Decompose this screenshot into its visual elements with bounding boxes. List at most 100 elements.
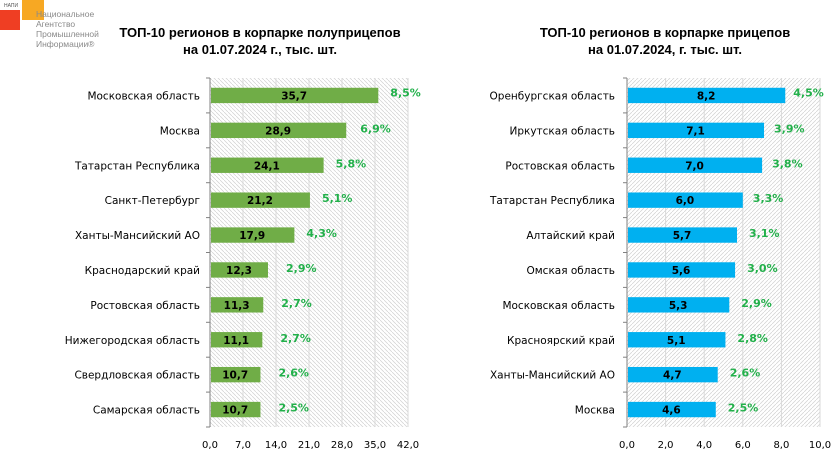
bar bbox=[211, 87, 379, 104]
category-label: Оренбургская область bbox=[490, 90, 615, 102]
category-label: Москва bbox=[160, 125, 200, 137]
x-tick-label: 14,0 bbox=[265, 440, 287, 451]
bar bbox=[628, 157, 763, 173]
value-label: 28,9 bbox=[265, 125, 291, 137]
share-label: 3,3% bbox=[753, 192, 784, 205]
bar bbox=[211, 401, 261, 418]
category-label: Московская область bbox=[502, 300, 615, 312]
trailers-chart-title: ТОП-10 регионов в корпарке прицепов на 0… bbox=[515, 24, 815, 58]
category-label: Красноярский край bbox=[507, 335, 615, 347]
share-label: 5,1% bbox=[322, 192, 353, 205]
bar bbox=[628, 262, 736, 278]
share-label: 2,9% bbox=[741, 297, 772, 310]
value-label: 17,9 bbox=[239, 230, 265, 242]
x-tick-label: 0,0 bbox=[202, 440, 218, 451]
bar bbox=[211, 332, 263, 348]
value-label: 24,1 bbox=[254, 160, 280, 172]
x-tick-label: 8,0 bbox=[773, 440, 789, 451]
category-label: Нижегородская область bbox=[65, 335, 200, 347]
category-label: Свердловская область bbox=[74, 370, 200, 382]
x-tick-label: 21,0 bbox=[298, 440, 320, 451]
category-label: Алтайский край bbox=[526, 230, 615, 242]
category-label: Ханты-Мансийский АО bbox=[490, 370, 615, 382]
value-label: 4,7 bbox=[663, 370, 682, 382]
bar bbox=[211, 262, 268, 278]
value-label: 4,6 bbox=[662, 405, 681, 417]
value-label: 11,3 bbox=[224, 300, 250, 312]
bar bbox=[628, 192, 743, 208]
category-label: Татарстан Республика bbox=[74, 160, 200, 172]
x-tick-label: 2,0 bbox=[658, 440, 674, 451]
logo-name: Национальное Агентство Промышленной Инфо… bbox=[36, 9, 99, 49]
value-label: 5,7 bbox=[673, 230, 692, 242]
title-line-2: на 01.07.2024, г. тыс. шт. bbox=[588, 42, 742, 57]
value-label: 5,3 bbox=[669, 300, 688, 312]
bar bbox=[628, 87, 786, 104]
share-label: 2,9% bbox=[286, 262, 317, 275]
napi-logo: НАПИ Национальное Агентство Промышленной… bbox=[0, 0, 110, 60]
value-label: 7,0 bbox=[685, 160, 704, 172]
value-label: 11,1 bbox=[223, 335, 249, 347]
x-tick-label: 42,0 bbox=[397, 440, 419, 451]
logo-tag: НАПИ bbox=[4, 3, 19, 9]
share-label: 5,8% bbox=[336, 157, 367, 170]
bar bbox=[211, 366, 261, 383]
share-label: 2,7% bbox=[280, 332, 311, 345]
category-label: Санкт-Петербург bbox=[105, 195, 200, 207]
bar bbox=[211, 227, 295, 243]
share-label: 4,3% bbox=[306, 227, 337, 240]
share-label: 4,5% bbox=[793, 86, 824, 99]
share-label: 3,8% bbox=[772, 157, 803, 170]
share-label: 8,5% bbox=[390, 86, 421, 99]
bar bbox=[628, 366, 718, 383]
title-line-1: ТОП-10 регионов в корпарке прицепов bbox=[539, 25, 791, 40]
value-label: 12,3 bbox=[226, 265, 252, 277]
value-label: 10,7 bbox=[222, 370, 248, 382]
bar bbox=[211, 157, 324, 173]
category-label: Омская область bbox=[526, 265, 615, 277]
category-label: Ханты-Мансийский АО bbox=[75, 230, 200, 242]
share-label: 3,1% bbox=[749, 227, 780, 240]
share-label: 3,9% bbox=[774, 122, 805, 135]
category-label: Ростовская область bbox=[90, 300, 200, 312]
trailers-chart: Оренбургская область 8,2 4,5% Иркутская обл… bbox=[489, 77, 831, 451]
bar bbox=[628, 332, 726, 348]
logo-orange-square bbox=[22, 0, 44, 20]
value-label: 7,1 bbox=[686, 125, 705, 137]
x-tick-label: 4,0 bbox=[696, 440, 712, 451]
x-tick-label: 10,0 bbox=[809, 440, 831, 451]
x-tick-label: 0,0 bbox=[619, 440, 635, 451]
value-label: 6,0 bbox=[676, 195, 695, 207]
value-label: 35,7 bbox=[281, 90, 307, 102]
category-label: Иркутская область bbox=[509, 125, 615, 137]
bar bbox=[211, 192, 310, 208]
bar bbox=[211, 297, 264, 313]
x-tick-label: 28,0 bbox=[331, 440, 353, 451]
x-tick-label: 7,0 bbox=[235, 440, 251, 451]
share-label: 2,8% bbox=[737, 332, 768, 345]
x-tick-label: 35,0 bbox=[364, 440, 386, 451]
title-line-1: ТОП-10 регионов в корпарке полуприцепов bbox=[119, 25, 401, 40]
value-label: 5,6 bbox=[672, 265, 691, 277]
bar bbox=[628, 401, 716, 418]
share-label: 2,6% bbox=[730, 367, 761, 380]
value-label: 8,2 bbox=[697, 90, 716, 102]
category-label: Московская область bbox=[87, 90, 200, 102]
share-label: 2,7% bbox=[281, 297, 312, 310]
bar bbox=[628, 297, 730, 313]
value-label: 5,1 bbox=[667, 335, 686, 347]
semitrailers-chart-title: ТОП-10 регионов в корпарке полуприцепов … bbox=[105, 24, 415, 58]
value-label: 10,7 bbox=[222, 405, 248, 417]
bar bbox=[628, 227, 738, 243]
category-label: Краснодарский край bbox=[85, 265, 200, 277]
title-line-2: на 01.07.2024 г., тыс. шт. bbox=[183, 42, 337, 57]
share-label: 6,9% bbox=[360, 122, 391, 135]
share-label: 3,0% bbox=[747, 262, 778, 275]
x-tick-label: 6,0 bbox=[735, 440, 751, 451]
share-label: 2,5% bbox=[728, 402, 759, 415]
bar bbox=[211, 122, 347, 139]
share-label: 2,5% bbox=[278, 402, 309, 415]
category-label: Самарская область bbox=[93, 405, 200, 417]
category-label: Москва bbox=[575, 405, 615, 417]
